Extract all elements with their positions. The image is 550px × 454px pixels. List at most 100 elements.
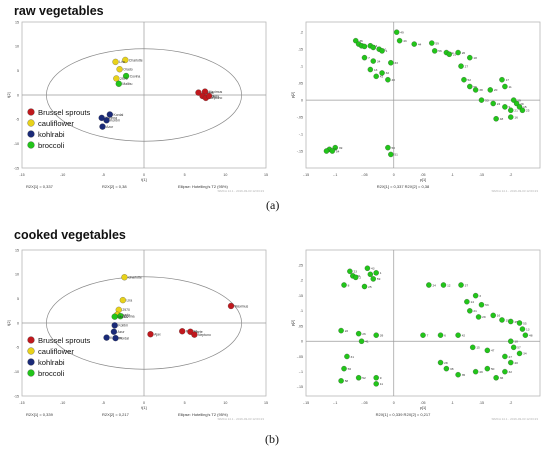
data-point: [502, 353, 508, 360]
point-label: 1: [386, 49, 388, 53]
y-tick-label: -5: [16, 346, 19, 350]
point-label: 56: [348, 367, 352, 371]
legend-label: broccoli: [38, 369, 64, 378]
data-point: [478, 97, 485, 103]
data-point: [121, 274, 128, 281]
point-label: Neptuno: [198, 333, 211, 337]
point-label: 41: [365, 340, 369, 344]
y-tick-label: -.05: [297, 115, 303, 119]
point-label: Azur: [106, 125, 114, 129]
point-label: Marte: [194, 330, 203, 334]
point-label: Kordal: [119, 336, 129, 340]
data-point: [341, 282, 347, 288]
x-tick-label: .05: [421, 173, 426, 177]
data-point: [370, 58, 377, 64]
point-label: 44: [418, 42, 422, 46]
subfigure-label-b: (b): [265, 432, 279, 446]
point-label: 57: [333, 148, 337, 152]
data-point: [373, 332, 379, 338]
raw-scores-plot: -15 -10 -5 0 5 10 15 -15 -10 -5 0 5 10 15 t[1] t[2] R2X[…: [7, 20, 268, 192]
point-label: 13: [374, 68, 378, 72]
data-point: [370, 44, 377, 51]
point-label: Orado: [123, 68, 133, 72]
point-label: Kordal: [113, 113, 123, 117]
data-point: [508, 114, 514, 120]
x-axis-label: t[1]: [141, 178, 146, 182]
data-point: [484, 365, 491, 372]
x-tick-label: -.1: [333, 173, 337, 177]
subfigure-label-a: (a): [266, 198, 280, 212]
point-label: 16: [514, 115, 518, 119]
x-tick-label: -.15: [303, 173, 309, 177]
data-point: [490, 312, 496, 319]
point-label: 29: [520, 102, 524, 106]
point-label: 56: [438, 49, 442, 53]
point-label: 34: [523, 352, 527, 356]
point-label: 22: [345, 329, 349, 333]
data-point: [487, 87, 493, 93]
x-tick-label: -.1: [333, 401, 337, 405]
data-point: [499, 76, 505, 83]
point-label: 20: [494, 88, 498, 92]
cooked-section-title: cooked vegetables: [14, 228, 126, 242]
data-point: [116, 66, 123, 73]
footer-ellipse: Ellipse: Hotelling's T2 (95%): [178, 412, 228, 417]
y-axis-label: p[2]: [291, 92, 295, 98]
data-point: [370, 276, 377, 282]
x-tick-label: 0: [143, 173, 145, 177]
data-point: [478, 302, 485, 308]
x-tick-label: 0: [393, 401, 395, 405]
y-tick-label: 10: [15, 45, 19, 49]
watermark: SIMCA 14.1 - 2016-03-03 12:03:23: [491, 189, 538, 192]
data-point: [455, 371, 461, 378]
data-point: [502, 104, 508, 110]
point-label: Korinna: [105, 116, 117, 120]
data-point: [443, 365, 450, 372]
data-point: [111, 313, 118, 320]
point-label: 58: [345, 379, 349, 383]
x-tick-label: .1: [451, 173, 454, 177]
data-point: [458, 282, 464, 288]
point-label: 27: [509, 355, 513, 359]
data-point: [455, 49, 461, 56]
point-label: Ajax: [154, 332, 161, 336]
data-point: [179, 328, 186, 335]
data-point: [379, 48, 385, 54]
legend-swatch: [27, 119, 35, 127]
data-point: [464, 298, 470, 305]
x-tick-label: 15: [264, 173, 268, 177]
x-tick-label: 0: [143, 401, 145, 405]
y-tick-label: .2: [300, 279, 303, 283]
data-point: [344, 353, 350, 360]
point-label: 42: [380, 75, 384, 79]
footer-r2x1: R2X[1] = 0,337: [26, 184, 54, 189]
point-label: Ajax: [213, 94, 220, 98]
point-label: 14: [470, 300, 474, 304]
footer-ellipse: Ellipse: Hotelling's T2 (95%): [178, 184, 228, 189]
y-tick-label: -10: [14, 370, 19, 374]
point-label: 26: [462, 51, 466, 55]
legend-label: broccoli: [38, 141, 64, 150]
data-point: [431, 48, 438, 54]
data-point: [103, 334, 110, 341]
point-label: 37: [465, 283, 469, 287]
x-tick-label: -.05: [361, 173, 367, 177]
data-point: [467, 83, 473, 90]
y-tick-label: -5: [16, 118, 19, 122]
data-point: [373, 381, 379, 387]
point-label: Covina: [130, 74, 141, 78]
data-point: [440, 282, 447, 288]
data-point: [493, 375, 499, 381]
point-label: 50: [491, 367, 495, 371]
data-point: [502, 368, 508, 375]
data-point: [361, 54, 368, 61]
data-point: [499, 317, 505, 323]
point-label: Kolibri: [118, 324, 128, 328]
data-point: [508, 359, 514, 366]
legend-swatch: [27, 336, 35, 344]
data-point: [388, 151, 394, 158]
x-tick-label: -10: [60, 401, 65, 405]
x-tick-label: 5: [184, 173, 186, 177]
y-tick-label: .1: [300, 64, 303, 68]
watermark: SIMCA 14.1 - 2016-03-03 12:03:23: [491, 417, 538, 420]
